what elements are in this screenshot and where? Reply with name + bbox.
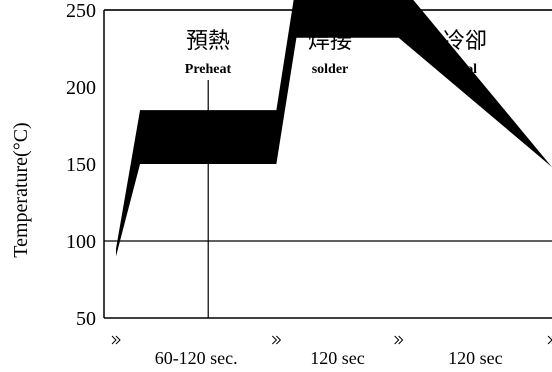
phase-boundary-marker-2 bbox=[394, 335, 404, 345]
phase-boundary-marker-1 bbox=[272, 335, 282, 345]
phase-durations: 60-120 sec. 120 sec 120 sec bbox=[155, 348, 503, 368]
phase-duration-2: 120 sec bbox=[448, 348, 502, 368]
phase-duration-1: 120 sec bbox=[310, 348, 364, 368]
y-axis-ticks: 30025020015010050 bbox=[66, 0, 96, 330]
phase-name-cn-1: 焊接 bbox=[308, 28, 352, 53]
y-tick-label-100: 100 bbox=[66, 231, 96, 253]
y-tick-label-200: 200 bbox=[66, 77, 96, 99]
temperature-band-shape bbox=[116, 0, 552, 257]
y-tick-label-250: 250 bbox=[66, 0, 96, 22]
phase-name-cn-2: 冷卻 bbox=[443, 28, 487, 53]
x-phase-markers bbox=[111, 335, 552, 345]
phase-name-en-2: cool bbox=[453, 62, 477, 77]
y-axis-label: Temperature(°C) bbox=[10, 122, 32, 257]
y-tick-label-150: 150 bbox=[66, 154, 96, 176]
y-tick-label-50: 50 bbox=[76, 308, 96, 330]
phase-boundary-marker-3 bbox=[547, 335, 552, 345]
phase-name-en-1: solder bbox=[312, 62, 349, 77]
phase-duration-0: 60-120 sec. bbox=[155, 348, 238, 368]
temperature-band bbox=[116, 0, 552, 257]
phase-name-en-0: Preheat bbox=[185, 62, 232, 77]
phase-labels: 預熱 Preheat 焊接 solder 冷卻 cool bbox=[185, 28, 487, 77]
phase-boundary-marker-0 bbox=[111, 335, 121, 345]
phase-name-cn-0: 預熱 bbox=[186, 28, 230, 53]
